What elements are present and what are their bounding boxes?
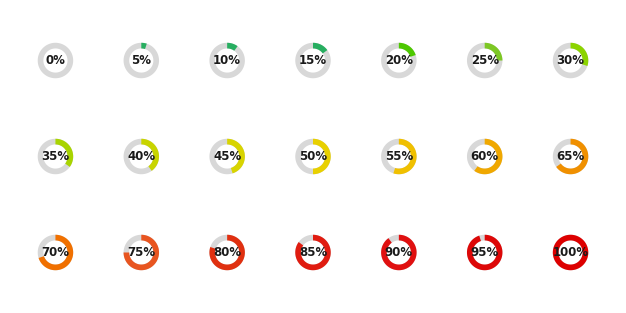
Text: 40%: 40%	[127, 150, 155, 163]
Text: 65%: 65%	[557, 150, 585, 163]
Polygon shape	[210, 235, 245, 270]
Polygon shape	[467, 235, 503, 270]
Polygon shape	[295, 43, 331, 78]
Text: 95%: 95%	[471, 246, 499, 259]
Text: 100%: 100%	[553, 246, 588, 259]
Polygon shape	[210, 139, 245, 174]
Polygon shape	[227, 43, 238, 51]
Polygon shape	[123, 235, 159, 270]
Polygon shape	[553, 43, 588, 78]
Text: 85%: 85%	[299, 246, 327, 259]
Polygon shape	[467, 235, 503, 270]
Polygon shape	[38, 43, 73, 78]
Text: 50%: 50%	[299, 150, 327, 163]
Polygon shape	[381, 235, 416, 270]
Polygon shape	[553, 139, 588, 174]
Polygon shape	[123, 43, 159, 78]
Text: 55%: 55%	[385, 150, 413, 163]
Polygon shape	[295, 235, 331, 270]
Polygon shape	[381, 235, 416, 270]
Text: 20%: 20%	[385, 54, 413, 67]
Polygon shape	[39, 235, 73, 270]
Polygon shape	[553, 235, 588, 270]
Text: 35%: 35%	[41, 150, 69, 163]
Polygon shape	[210, 43, 245, 78]
Text: 15%: 15%	[299, 54, 327, 67]
Polygon shape	[313, 139, 331, 174]
Text: 90%: 90%	[385, 246, 413, 259]
Text: 75%: 75%	[127, 246, 155, 259]
Polygon shape	[210, 235, 245, 270]
Polygon shape	[123, 139, 159, 174]
Text: 0%: 0%	[46, 54, 65, 67]
Polygon shape	[393, 139, 416, 174]
Text: 60%: 60%	[471, 150, 499, 163]
Polygon shape	[38, 139, 73, 174]
Polygon shape	[467, 43, 503, 78]
Polygon shape	[227, 139, 245, 173]
Polygon shape	[381, 43, 416, 78]
Polygon shape	[38, 235, 73, 270]
Polygon shape	[485, 43, 503, 60]
Polygon shape	[467, 139, 503, 174]
Text: 30%: 30%	[557, 54, 585, 67]
Polygon shape	[141, 43, 146, 49]
Polygon shape	[570, 43, 588, 66]
Text: 80%: 80%	[213, 246, 241, 259]
Polygon shape	[381, 139, 416, 174]
Polygon shape	[399, 43, 416, 57]
Polygon shape	[553, 235, 588, 270]
Polygon shape	[313, 43, 327, 54]
Text: 70%: 70%	[41, 246, 69, 259]
Polygon shape	[557, 139, 588, 174]
Polygon shape	[295, 139, 331, 174]
Polygon shape	[141, 139, 159, 171]
Polygon shape	[56, 139, 73, 167]
Text: 5%: 5%	[131, 54, 151, 67]
Text: 45%: 45%	[213, 150, 241, 163]
Polygon shape	[475, 139, 503, 174]
Polygon shape	[123, 235, 159, 270]
Text: 25%: 25%	[471, 54, 499, 67]
Polygon shape	[295, 235, 331, 270]
Text: 10%: 10%	[213, 54, 241, 67]
